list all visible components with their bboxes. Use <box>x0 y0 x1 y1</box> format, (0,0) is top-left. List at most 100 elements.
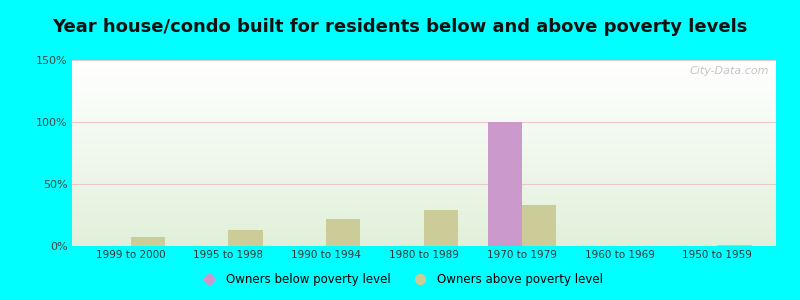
Bar <box>72 157 776 158</box>
Bar <box>72 210 776 211</box>
Bar <box>72 242 776 243</box>
Bar <box>72 95 776 96</box>
Bar <box>72 113 776 114</box>
Bar <box>72 69 776 70</box>
Bar <box>72 108 776 109</box>
Bar <box>72 151 776 152</box>
Bar <box>72 97 776 98</box>
Bar <box>72 126 776 127</box>
Bar <box>72 110 776 111</box>
Bar <box>72 171 776 172</box>
Bar <box>72 167 776 168</box>
Bar <box>72 141 776 142</box>
Bar <box>72 98 776 99</box>
Bar <box>72 196 776 197</box>
Bar <box>72 205 776 206</box>
Bar <box>72 92 776 94</box>
Bar <box>72 183 776 184</box>
Bar <box>72 60 776 61</box>
Bar <box>72 227 776 228</box>
Bar <box>72 88 776 89</box>
Bar <box>72 156 776 157</box>
Bar <box>72 184 776 185</box>
Bar <box>72 199 776 200</box>
Text: City-Data.com: City-Data.com <box>690 66 769 76</box>
Bar <box>72 153 776 154</box>
Bar <box>72 164 776 165</box>
Bar <box>72 237 776 238</box>
Bar <box>72 217 776 218</box>
Bar <box>72 79 776 80</box>
Bar <box>72 72 776 73</box>
Bar <box>72 101 776 102</box>
Bar <box>424 210 458 246</box>
Bar <box>72 200 776 201</box>
Bar <box>72 204 776 205</box>
Bar <box>72 238 776 239</box>
Bar <box>72 211 776 212</box>
Bar <box>72 219 776 220</box>
Bar <box>72 140 776 141</box>
Bar <box>72 239 776 240</box>
Bar <box>72 84 776 85</box>
Bar <box>72 118 776 119</box>
Bar <box>72 154 776 155</box>
Bar <box>72 170 776 171</box>
Bar <box>72 66 776 67</box>
Bar <box>72 158 776 159</box>
Bar <box>72 150 776 151</box>
Bar <box>72 112 776 113</box>
Bar <box>72 68 776 69</box>
Bar <box>72 144 776 145</box>
Bar <box>72 169 776 170</box>
Bar <box>72 176 776 177</box>
Bar <box>72 236 776 237</box>
Bar <box>72 240 776 241</box>
Bar <box>72 230 776 231</box>
Bar <box>72 223 776 224</box>
Bar <box>72 86 776 87</box>
Bar <box>72 181 776 182</box>
Bar <box>72 148 776 149</box>
Bar <box>72 71 776 72</box>
Bar <box>72 177 776 178</box>
Bar <box>72 165 776 166</box>
Bar <box>72 182 776 183</box>
Bar <box>72 203 776 204</box>
Bar <box>72 87 776 88</box>
Bar <box>72 189 776 190</box>
Bar <box>72 107 776 108</box>
Bar <box>72 173 776 174</box>
Bar <box>72 104 776 105</box>
Bar <box>72 192 776 193</box>
Bar <box>72 221 776 222</box>
Bar <box>487 122 522 246</box>
Bar <box>72 235 776 236</box>
Bar <box>72 146 776 147</box>
Bar <box>72 160 776 161</box>
Bar <box>72 185 776 187</box>
Bar <box>72 175 776 176</box>
Bar <box>72 80 776 81</box>
Bar <box>72 229 776 230</box>
Bar <box>72 73 776 74</box>
Bar <box>72 201 776 202</box>
Bar <box>72 195 776 196</box>
Bar <box>72 159 776 160</box>
Bar <box>72 127 776 128</box>
Bar <box>72 106 776 107</box>
Bar <box>72 62 776 63</box>
Bar <box>72 116 776 117</box>
Bar <box>72 225 776 226</box>
Bar <box>72 118 776 119</box>
Bar <box>72 206 776 207</box>
Bar <box>718 245 751 246</box>
Bar <box>72 191 776 192</box>
Bar <box>72 122 776 123</box>
Bar <box>72 78 776 79</box>
Bar <box>72 133 776 134</box>
Bar <box>72 163 776 164</box>
Bar <box>72 137 776 138</box>
Bar <box>72 155 776 156</box>
Text: Year house/condo built for residents below and above poverty levels: Year house/condo built for residents bel… <box>52 18 748 36</box>
